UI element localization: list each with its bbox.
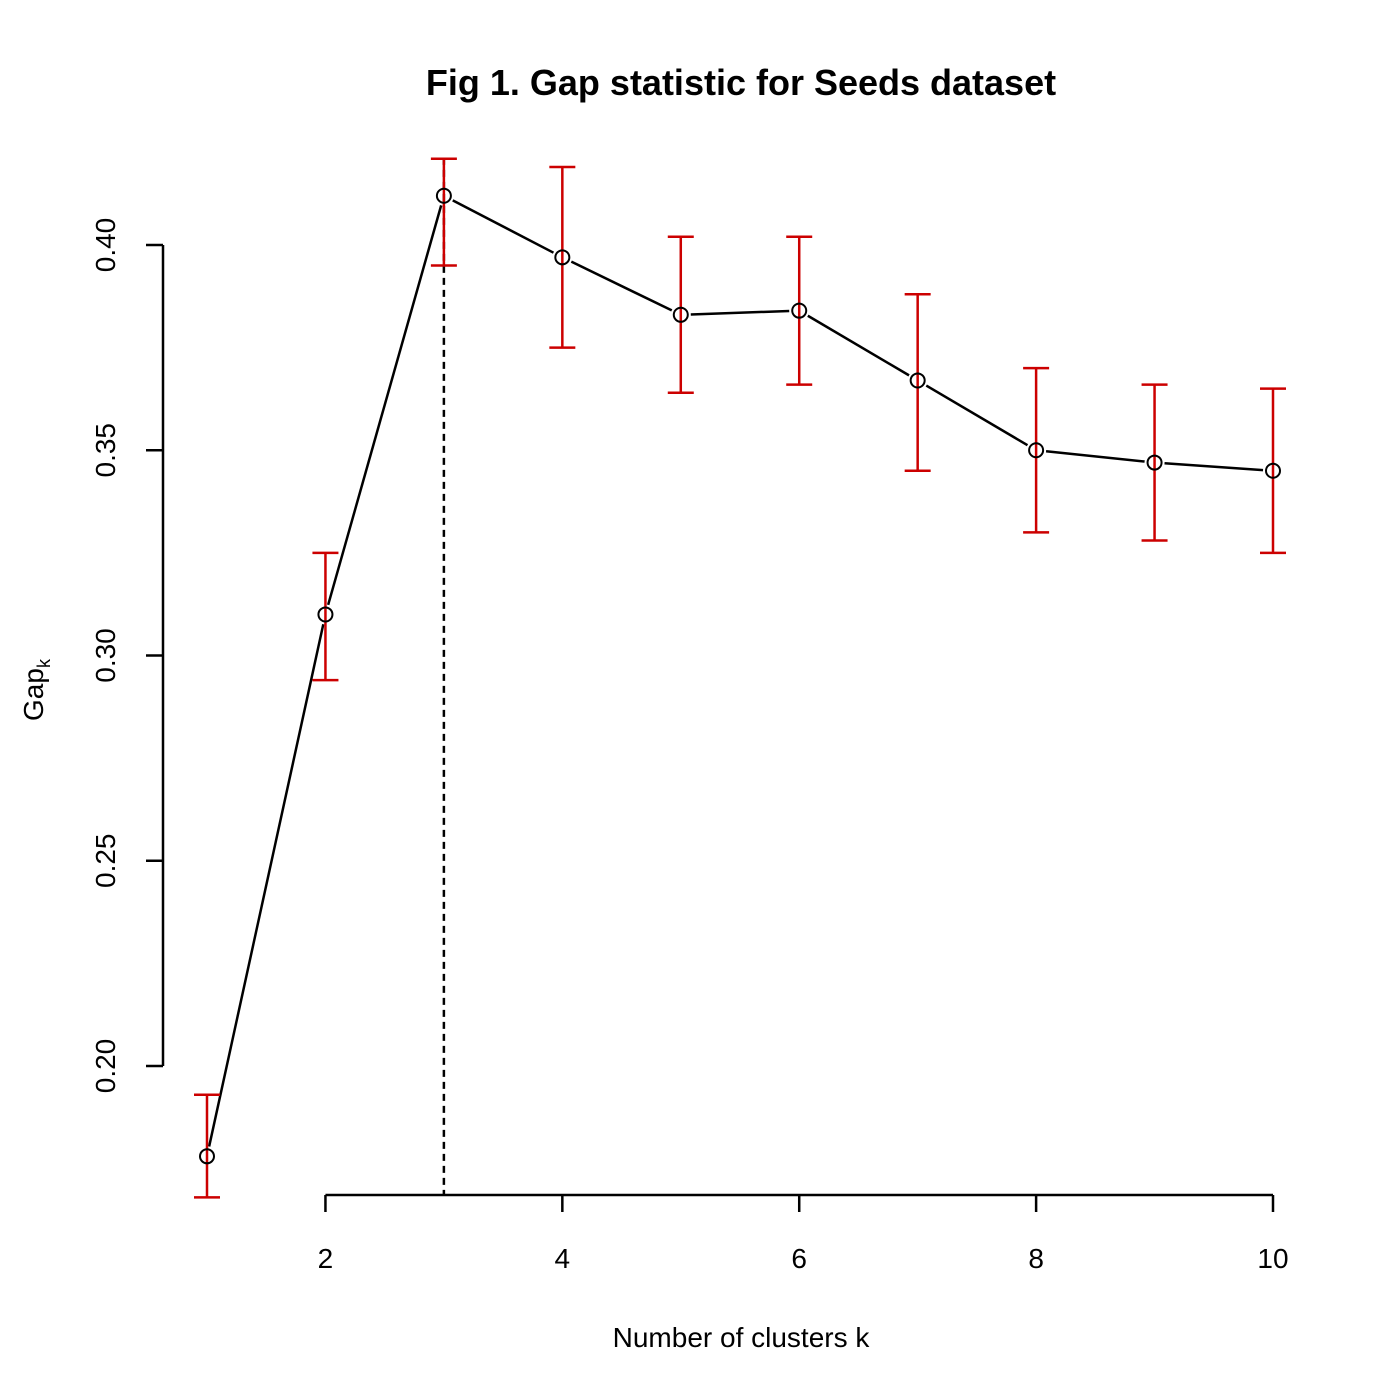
- gap-line-segment: [326, 205, 443, 606]
- gap-line-segment: [570, 260, 673, 312]
- data-point: [909, 372, 926, 389]
- error-bar: [549, 165, 576, 349]
- x-tick-label: 2: [318, 1243, 334, 1274]
- x-tick-label: 10: [1257, 1243, 1288, 1274]
- y-tick-label: 0.40: [90, 218, 121, 273]
- y-axis-label: Gapk: [18, 658, 54, 721]
- x-axis-label: Number of clusters k: [613, 1322, 871, 1353]
- y-axis: 0.20 0.25 0.30 0.35 0.40: [90, 218, 165, 1094]
- error-bar: [312, 551, 339, 682]
- y-axis-label-main: Gap: [18, 668, 49, 721]
- data-point: [435, 187, 452, 204]
- gap-line-segment: [1164, 462, 1264, 472]
- gap-line-segment: [807, 314, 910, 377]
- gap-line-segment: [690, 309, 790, 316]
- y-tick-label: 0.35: [90, 423, 121, 478]
- gap-line-segment: [1045, 450, 1145, 463]
- error-bar: [1260, 387, 1286, 555]
- chart-title: Fig 1. Gap statistic for Seeds dataset: [426, 62, 1056, 103]
- y-axis-label-sub: k: [34, 658, 54, 668]
- plot-area: [194, 157, 1286, 1199]
- x-axis: 2 4 6 8 10: [318, 1193, 1289, 1274]
- error-bar: [1141, 383, 1168, 542]
- y-tick-label: 0.20: [90, 1039, 121, 1094]
- gap-line-segment: [452, 199, 555, 254]
- error-bar: [786, 235, 813, 386]
- x-tick-label: 6: [791, 1243, 807, 1274]
- data-point: [1265, 462, 1281, 479]
- data-point: [672, 306, 689, 323]
- data-point: [791, 302, 808, 319]
- y-tick-label: 0.25: [90, 834, 121, 889]
- error-bar: [194, 1093, 220, 1199]
- x-tick-label: 4: [555, 1243, 571, 1274]
- error-bar: [1023, 366, 1050, 534]
- y-tick-label: 0.30: [90, 628, 121, 683]
- gap-line-segment: [925, 384, 1029, 447]
- data-point: [1146, 454, 1163, 471]
- error-bar: [904, 293, 931, 473]
- gap-line-segment: [207, 623, 325, 1147]
- data-point: [199, 1148, 215, 1165]
- data-point: [317, 606, 334, 623]
- error-bar: [430, 157, 457, 267]
- x-tick-label: 8: [1028, 1243, 1044, 1274]
- data-point: [554, 249, 571, 266]
- y-axis-label-group: Gapk: [18, 658, 54, 721]
- error-bar: [667, 235, 694, 395]
- data-point: [1028, 442, 1045, 459]
